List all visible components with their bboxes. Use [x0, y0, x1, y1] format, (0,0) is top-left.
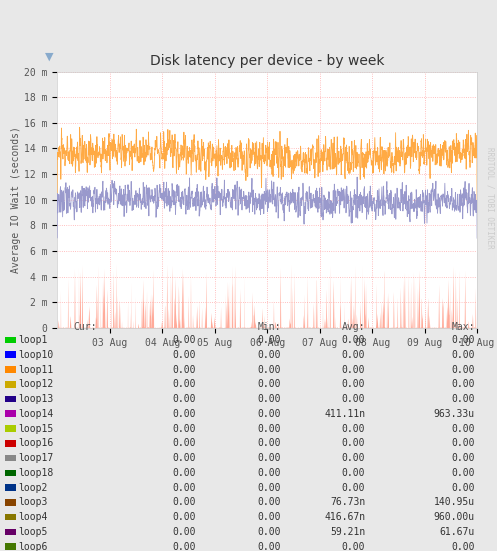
Text: 0.00: 0.00	[451, 483, 475, 493]
Text: 0.00: 0.00	[451, 394, 475, 404]
Text: Max:: Max:	[451, 322, 475, 332]
Text: 0.00: 0.00	[257, 379, 281, 389]
Text: Cur:: Cur:	[74, 322, 97, 332]
Text: 0.00: 0.00	[342, 453, 365, 463]
Text: 0.00: 0.00	[257, 424, 281, 434]
Text: loop16: loop16	[18, 439, 54, 449]
Text: 0.00: 0.00	[451, 439, 475, 449]
Text: 0.00: 0.00	[451, 453, 475, 463]
Text: 0.00: 0.00	[451, 365, 475, 375]
Text: Min:: Min:	[257, 322, 281, 332]
Text: 0.00: 0.00	[173, 483, 196, 493]
Text: 0.00: 0.00	[451, 379, 475, 389]
Text: loop12: loop12	[18, 379, 54, 389]
Text: 0.00: 0.00	[257, 453, 281, 463]
Text: loop15: loop15	[18, 424, 54, 434]
Text: 0.00: 0.00	[173, 453, 196, 463]
Y-axis label: Average IO Wait (seconds): Average IO Wait (seconds)	[11, 126, 21, 273]
Text: loop14: loop14	[18, 409, 54, 419]
Text: 0.00: 0.00	[451, 424, 475, 434]
Text: loop3: loop3	[18, 498, 48, 507]
Text: loop4: loop4	[18, 512, 48, 522]
Text: 0.00: 0.00	[257, 439, 281, 449]
Text: 0.00: 0.00	[342, 439, 365, 449]
Text: 0.00: 0.00	[173, 365, 196, 375]
Text: ▼: ▼	[45, 51, 53, 61]
Text: 0.00: 0.00	[257, 468, 281, 478]
Text: loop17: loop17	[18, 453, 54, 463]
Title: Disk latency per device - by week: Disk latency per device - by week	[150, 53, 384, 68]
Text: RRDTOOL / TOBI OETIKER: RRDTOOL / TOBI OETIKER	[485, 148, 494, 249]
Text: loop2: loop2	[18, 483, 48, 493]
Text: 0.00: 0.00	[342, 542, 365, 551]
Text: 0.00: 0.00	[257, 335, 281, 345]
Text: 0.00: 0.00	[173, 542, 196, 551]
Text: 0.00: 0.00	[342, 483, 365, 493]
Text: 0.00: 0.00	[257, 394, 281, 404]
Text: 0.00: 0.00	[342, 468, 365, 478]
Text: 59.21n: 59.21n	[330, 527, 365, 537]
Text: 0.00: 0.00	[173, 512, 196, 522]
Text: 0.00: 0.00	[173, 498, 196, 507]
Text: 0.00: 0.00	[342, 394, 365, 404]
Text: 0.00: 0.00	[342, 379, 365, 389]
Text: 0.00: 0.00	[451, 350, 475, 360]
Text: 0.00: 0.00	[257, 350, 281, 360]
Text: 0.00: 0.00	[257, 512, 281, 522]
Text: 0.00: 0.00	[173, 350, 196, 360]
Text: 0.00: 0.00	[342, 424, 365, 434]
Text: 411.11n: 411.11n	[324, 409, 365, 419]
Text: 140.95u: 140.95u	[433, 498, 475, 507]
Text: 0.00: 0.00	[257, 409, 281, 419]
Text: 0.00: 0.00	[173, 439, 196, 449]
Text: Avg:: Avg:	[342, 322, 365, 332]
Text: loop10: loop10	[18, 350, 54, 360]
Text: 0.00: 0.00	[173, 379, 196, 389]
Text: loop13: loop13	[18, 394, 54, 404]
Text: 0.00: 0.00	[451, 468, 475, 478]
Text: 0.00: 0.00	[451, 335, 475, 345]
Text: 0.00: 0.00	[173, 424, 196, 434]
Text: 0.00: 0.00	[257, 365, 281, 375]
Text: 416.67n: 416.67n	[324, 512, 365, 522]
Text: 0.00: 0.00	[173, 468, 196, 478]
Text: loop11: loop11	[18, 365, 54, 375]
Text: 0.00: 0.00	[342, 365, 365, 375]
Text: 0.00: 0.00	[257, 527, 281, 537]
Text: 0.00: 0.00	[173, 527, 196, 537]
Text: 0.00: 0.00	[342, 335, 365, 345]
Text: loop1: loop1	[18, 335, 48, 345]
Text: 76.73n: 76.73n	[330, 498, 365, 507]
Text: 960.00u: 960.00u	[433, 512, 475, 522]
Text: 0.00: 0.00	[173, 394, 196, 404]
Text: 0.00: 0.00	[173, 409, 196, 419]
Text: 0.00: 0.00	[451, 542, 475, 551]
Text: 963.33u: 963.33u	[433, 409, 475, 419]
Text: loop5: loop5	[18, 527, 48, 537]
Text: 0.00: 0.00	[257, 498, 281, 507]
Text: 61.67u: 61.67u	[439, 527, 475, 537]
Text: 0.00: 0.00	[342, 350, 365, 360]
Text: loop6: loop6	[18, 542, 48, 551]
Text: 0.00: 0.00	[257, 542, 281, 551]
Text: loop18: loop18	[18, 468, 54, 478]
Text: 0.00: 0.00	[257, 483, 281, 493]
Text: 0.00: 0.00	[173, 335, 196, 345]
